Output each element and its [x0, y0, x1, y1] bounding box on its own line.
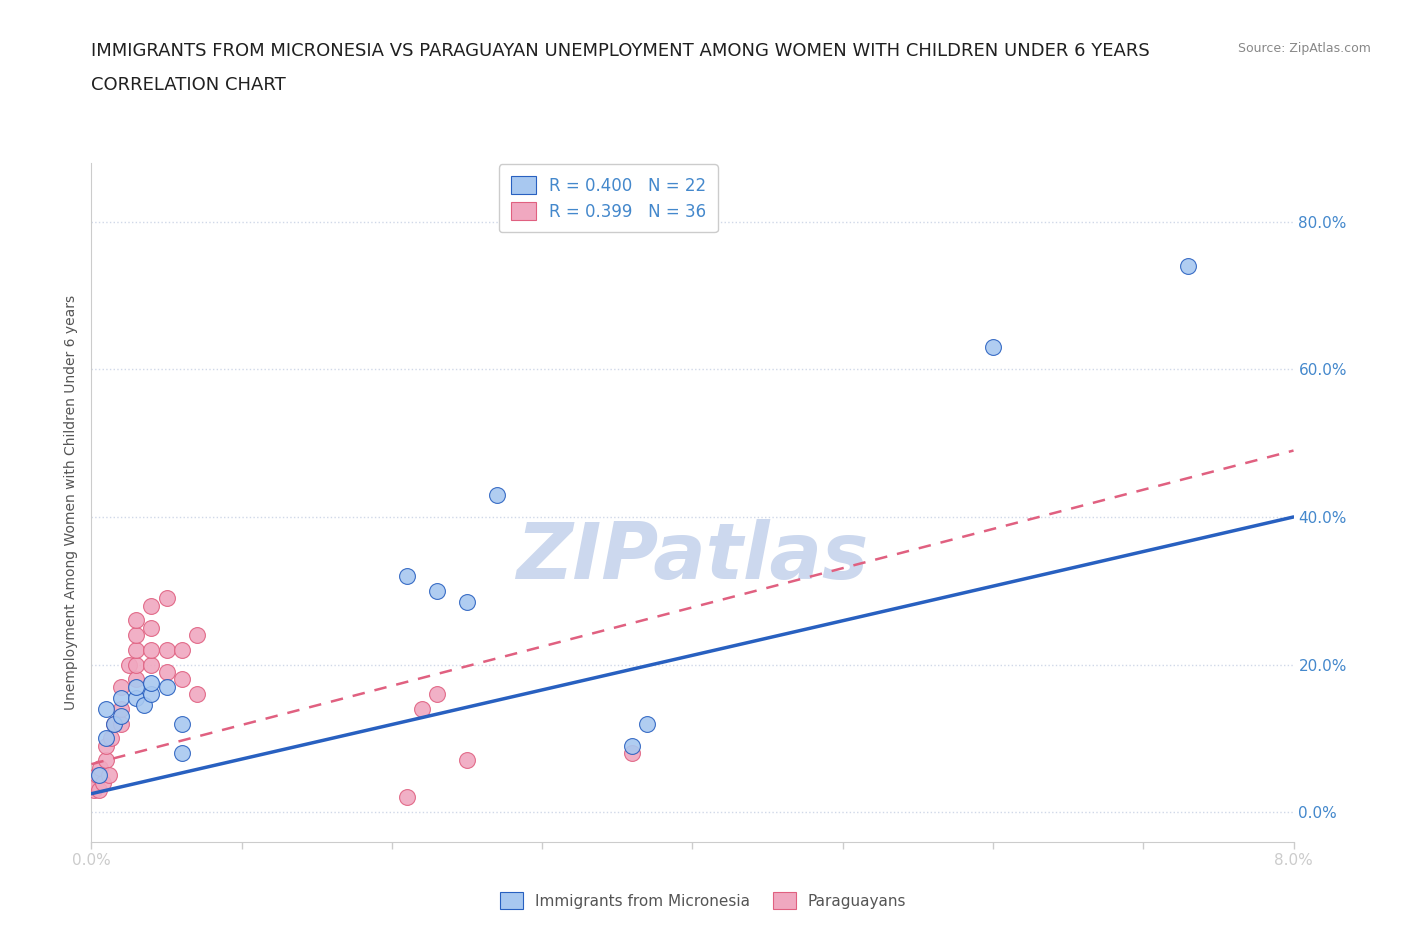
- Point: [141, 643, 163, 658]
- Point: [621, 746, 644, 761]
- Point: [96, 701, 118, 716]
- Point: [110, 701, 132, 716]
- Point: [125, 679, 148, 694]
- Legend: Immigrants from Micronesia, Paraguayans: Immigrants from Micronesia, Paraguayans: [494, 886, 912, 915]
- Point: [426, 583, 449, 598]
- Point: [155, 591, 177, 605]
- Point: [141, 658, 163, 672]
- Point: [100, 731, 122, 746]
- Point: [1177, 259, 1199, 273]
- Point: [96, 753, 118, 768]
- Point: [118, 658, 141, 672]
- Point: [486, 487, 509, 502]
- Point: [170, 716, 193, 731]
- Point: [103, 716, 125, 731]
- Text: Source: ZipAtlas.com: Source: ZipAtlas.com: [1237, 42, 1371, 55]
- Point: [426, 686, 449, 701]
- Point: [93, 776, 115, 790]
- Point: [125, 643, 148, 658]
- Point: [103, 716, 125, 731]
- Point: [87, 768, 110, 783]
- Point: [141, 686, 163, 701]
- Point: [110, 716, 132, 731]
- Text: CORRELATION CHART: CORRELATION CHART: [91, 76, 287, 94]
- Point: [125, 658, 148, 672]
- Point: [141, 675, 163, 690]
- Point: [125, 613, 148, 628]
- Point: [141, 620, 163, 635]
- Point: [155, 643, 177, 658]
- Text: ZIPatlas: ZIPatlas: [516, 519, 869, 594]
- Point: [636, 716, 658, 731]
- Point: [86, 768, 108, 783]
- Point: [89, 761, 111, 776]
- Point: [456, 753, 478, 768]
- Point: [456, 594, 478, 609]
- Point: [83, 782, 105, 797]
- Point: [87, 782, 110, 797]
- Point: [125, 628, 148, 643]
- Point: [98, 768, 121, 783]
- Point: [170, 746, 193, 761]
- Point: [395, 790, 418, 804]
- Point: [170, 643, 193, 658]
- Point: [96, 731, 118, 746]
- Point: [110, 690, 132, 705]
- Point: [170, 671, 193, 686]
- Point: [395, 568, 418, 583]
- Point: [84, 776, 107, 790]
- Point: [155, 679, 177, 694]
- Point: [141, 598, 163, 613]
- Point: [981, 339, 1004, 354]
- Point: [132, 698, 155, 712]
- Point: [186, 686, 208, 701]
- Point: [186, 628, 208, 643]
- Point: [621, 738, 644, 753]
- Text: IMMIGRANTS FROM MICRONESIA VS PARAGUAYAN UNEMPLOYMENT AMONG WOMEN WITH CHILDREN : IMMIGRANTS FROM MICRONESIA VS PARAGUAYAN…: [91, 42, 1150, 60]
- Y-axis label: Unemployment Among Women with Children Under 6 years: Unemployment Among Women with Children U…: [65, 295, 79, 710]
- Point: [125, 671, 148, 686]
- Point: [110, 679, 132, 694]
- Point: [155, 665, 177, 680]
- Legend: R = 0.400   N = 22, R = 0.399   N = 36: R = 0.400 N = 22, R = 0.399 N = 36: [499, 165, 717, 232]
- Point: [125, 690, 148, 705]
- Point: [110, 709, 132, 724]
- Point: [96, 738, 118, 753]
- Point: [411, 701, 433, 716]
